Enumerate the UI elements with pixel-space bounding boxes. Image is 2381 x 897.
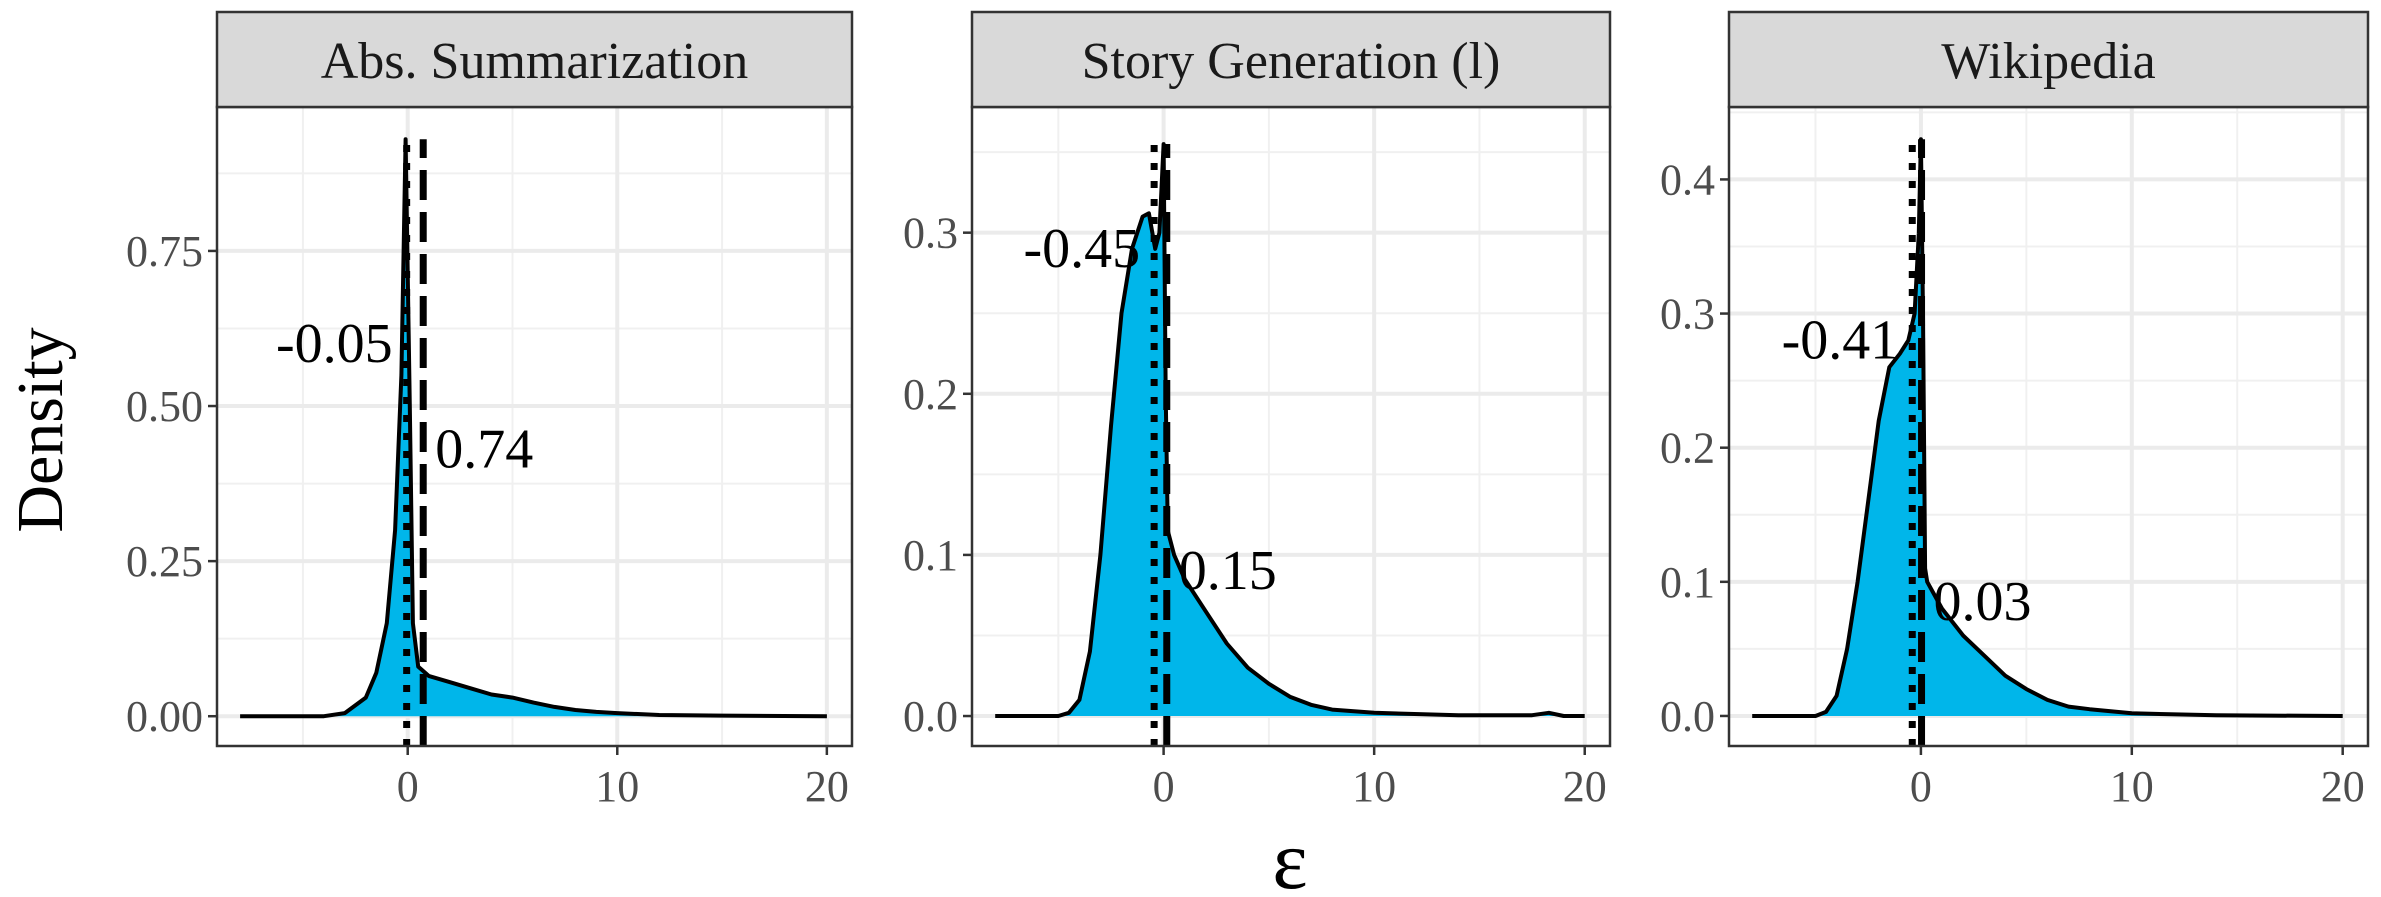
- y-tick-label: 0.0: [903, 692, 958, 741]
- x-tick-label: 0: [397, 762, 419, 811]
- density-area: [995, 144, 1585, 717]
- y-tick-label: 0.0: [1660, 692, 1715, 741]
- x-tick-label: 20: [805, 762, 849, 811]
- y-tick-label: 0.75: [126, 227, 203, 276]
- facet-strip: [1727, 10, 2370, 109]
- facet-strip-title: Wikipedia: [1941, 33, 2156, 90]
- facet-panel-0: -0.05 0.74 Abs. Summarization 0.00 0.25 0.50 0…: [126, 10, 854, 811]
- x-tick-label: 10: [2110, 762, 2154, 811]
- dotted-line-label: -0.41: [1782, 309, 1899, 371]
- y-tick-label: 0.25: [126, 537, 203, 586]
- x-axis-label: ε: [1272, 814, 1307, 897]
- facet-panel-2: -0.41 0.03 Wikipedia 0.0 0.1 0.2 0.3 0.4 0 10 20: [1660, 10, 2370, 811]
- x-tick-label: 20: [1563, 762, 1607, 811]
- plot-background: [217, 107, 852, 746]
- y-tick-label: 0.3: [1660, 290, 1715, 339]
- facet-strip: [970, 10, 1612, 109]
- x-tick-label: 0: [1910, 762, 1932, 811]
- dotted-line-label: -0.45: [1023, 218, 1140, 280]
- dashed-line-label: 0.15: [1179, 540, 1277, 602]
- x-tick-label: 0: [1153, 762, 1175, 811]
- y-tick-label: 0.3: [903, 209, 958, 258]
- y-tick-label: 0.1: [1660, 558, 1715, 607]
- facet-strip-title: Abs. Summarization: [321, 33, 749, 90]
- y-tick-label: 0.00: [126, 692, 203, 741]
- y-tick-label: 0.4: [1660, 155, 1715, 204]
- y-tick-label: 0.1: [903, 531, 958, 580]
- x-tick-label: 10: [1352, 762, 1396, 811]
- y-tick-label: 0.50: [126, 382, 203, 431]
- y-axis-label: Density: [4, 327, 77, 532]
- y-tick-label: 0.2: [1660, 424, 1715, 473]
- dashed-line-label: 0.03: [1934, 571, 2032, 633]
- density-curve: [240, 137, 827, 719]
- x-tick-label: 10: [595, 762, 639, 811]
- dashed-line-label: 0.74: [435, 418, 533, 480]
- y-tick-label: 0.2: [903, 370, 958, 419]
- facet-panel-1: -0.45 0.15 Story Generation (l) 0.0 0.1 0.2 0.…: [903, 10, 1612, 811]
- x-tick-label: 20: [2321, 762, 2365, 811]
- dotted-line-label: -0.05: [276, 313, 393, 375]
- plot-background: [972, 107, 1610, 746]
- facet-strip-title: Story Generation (l): [1082, 33, 1501, 90]
- density-area: [1752, 139, 2343, 716]
- facet-strip: [215, 10, 854, 109]
- plot-background: [1729, 107, 2368, 746]
